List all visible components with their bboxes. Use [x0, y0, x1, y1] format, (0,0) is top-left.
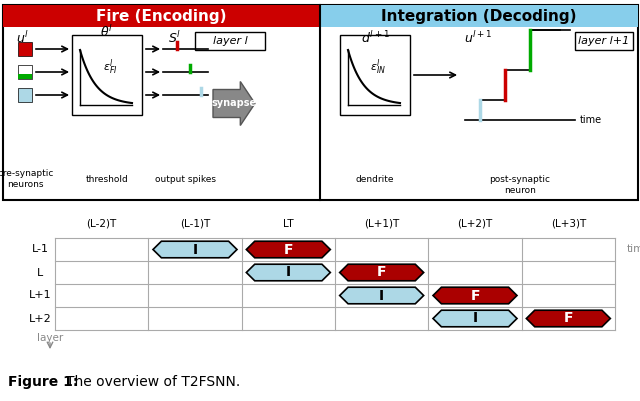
FancyBboxPatch shape [575, 32, 633, 50]
Text: L-1: L-1 [31, 245, 49, 255]
Polygon shape [246, 241, 330, 258]
Text: $\epsilon^l_{FI}$: $\epsilon^l_{FI}$ [102, 57, 117, 77]
Polygon shape [340, 287, 424, 304]
Polygon shape [526, 310, 611, 327]
FancyBboxPatch shape [18, 74, 32, 79]
Text: layer: layer [37, 333, 63, 343]
Text: L+2: L+2 [29, 314, 51, 324]
Text: LT: LT [283, 219, 294, 229]
FancyBboxPatch shape [340, 35, 410, 115]
Text: $u^{l+1}$: $u^{l+1}$ [464, 30, 492, 46]
Text: dendrite: dendrite [356, 174, 394, 184]
Text: (L-1)T: (L-1)T [180, 219, 210, 229]
FancyBboxPatch shape [18, 88, 32, 102]
Text: synapse: synapse [211, 99, 257, 109]
Text: $d^{l+1}$: $d^{l+1}$ [360, 30, 389, 46]
Text: F: F [377, 265, 387, 279]
Text: I: I [472, 312, 477, 326]
Text: (L+3)T: (L+3)T [550, 219, 586, 229]
FancyBboxPatch shape [18, 42, 32, 56]
Text: I: I [286, 265, 291, 279]
Text: L: L [37, 267, 43, 277]
Text: F: F [470, 288, 480, 302]
FancyBboxPatch shape [72, 35, 142, 115]
Text: $\theta^l$: $\theta^l$ [100, 24, 113, 40]
Text: The overview of T2FSNN.: The overview of T2FSNN. [66, 375, 240, 389]
Text: layer l: layer l [212, 36, 248, 46]
Text: L+1: L+1 [29, 290, 51, 300]
Text: pre-synaptic
neurons: pre-synaptic neurons [0, 169, 53, 189]
Polygon shape [246, 264, 330, 281]
FancyBboxPatch shape [320, 5, 638, 27]
FancyBboxPatch shape [3, 5, 638, 200]
Text: F: F [564, 312, 573, 326]
Polygon shape [433, 310, 517, 327]
Text: I: I [379, 288, 384, 302]
Text: I: I [193, 243, 198, 257]
Text: $\epsilon^l_{IN}$: $\epsilon^l_{IN}$ [370, 57, 386, 77]
Text: Integration (Decoding): Integration (Decoding) [381, 8, 577, 24]
Polygon shape [433, 287, 517, 304]
Text: post-synaptic
neuron: post-synaptic neuron [490, 175, 550, 195]
Text: (L+2)T: (L+2)T [458, 219, 493, 229]
Polygon shape [213, 81, 255, 126]
Text: Fire (Encoding): Fire (Encoding) [96, 8, 227, 24]
FancyBboxPatch shape [18, 65, 32, 79]
Polygon shape [153, 241, 237, 258]
Text: time: time [580, 115, 602, 125]
Text: layer l+1: layer l+1 [579, 36, 630, 46]
Text: output spikes: output spikes [155, 174, 216, 184]
Text: threshold: threshold [86, 174, 129, 184]
Text: (L+1)T: (L+1)T [364, 219, 399, 229]
FancyBboxPatch shape [3, 5, 320, 27]
Text: $u^l$: $u^l$ [16, 30, 29, 46]
Polygon shape [340, 264, 424, 281]
FancyBboxPatch shape [195, 32, 265, 50]
Text: Figure 1:: Figure 1: [8, 375, 83, 389]
Text: $S^l$: $S^l$ [168, 30, 182, 46]
Text: timestep: timestep [627, 245, 640, 255]
Text: F: F [284, 243, 293, 257]
Text: (L-2)T: (L-2)T [86, 219, 116, 229]
